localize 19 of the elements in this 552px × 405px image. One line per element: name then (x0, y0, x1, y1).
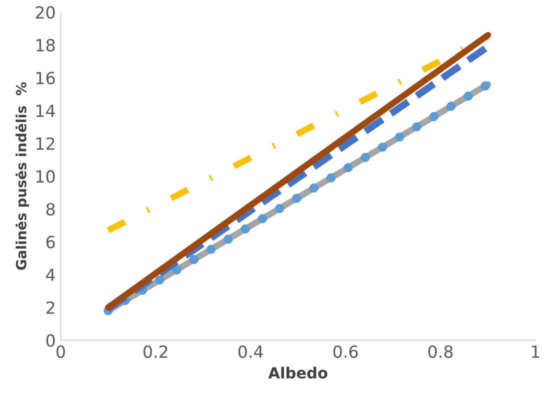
y-tick-label: 0 (46, 334, 55, 347)
y-axis-title: Galinės pusės indėlis % (16, 82, 30, 270)
y-tick-label: 18 (36, 38, 55, 52)
y-tick-label: 2 (46, 301, 54, 314)
y-tick-label: 4 (46, 268, 55, 281)
y-tick-label: 10 (36, 170, 55, 183)
y-tick-label: 6 (46, 236, 55, 248)
x-tick-label: 0.6 (333, 345, 358, 358)
x-tick-label: 0.8 (428, 345, 453, 358)
x-tick-label: 0.2 (144, 345, 168, 358)
y-tick-label: 16 (36, 72, 55, 84)
y-tick-label: 12 (36, 137, 54, 150)
x-tick-label: 0 (56, 345, 65, 358)
y-tick-label: 8 (46, 202, 55, 216)
x-tick-label: 0.4 (238, 345, 263, 358)
x-tick-label: 1 (532, 346, 540, 358)
y-tick-label: 14 (36, 104, 55, 117)
x-axis-title: Albedo (268, 366, 328, 379)
y-tick-label: 20 (36, 6, 55, 19)
